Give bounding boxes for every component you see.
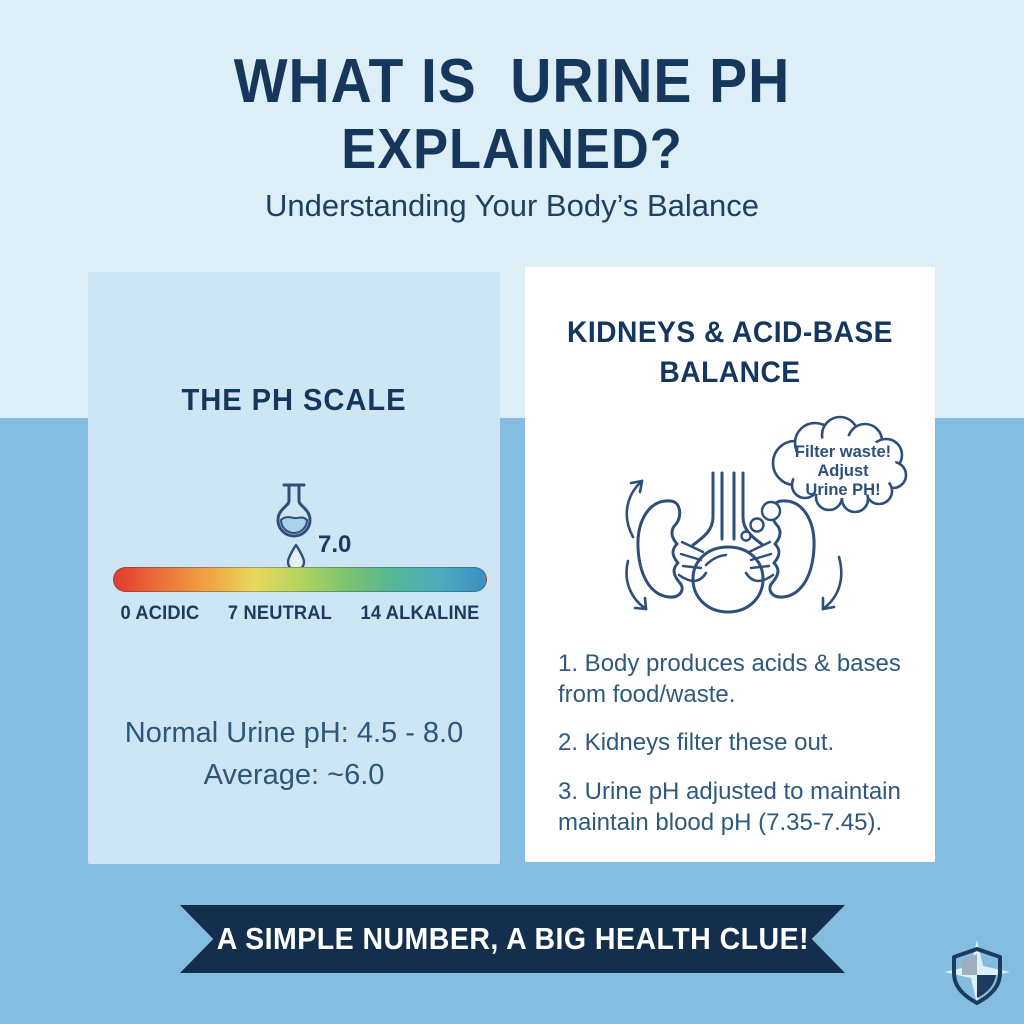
thought-bubble-text: Filter waste! Adjust Urine PH! xyxy=(795,443,891,499)
page-subtitle: Understanding Your Body’s Balance xyxy=(264,188,760,223)
ph-label-alkaline: 14 ALKALINE xyxy=(360,603,480,624)
banner-text: A SIMPLE NUMBER, A BIG HEALTH CLUE! xyxy=(216,921,809,956)
bottom-ribbon-banner: A SIMPLE NUMBER, A BIG HEALTH CLUE! xyxy=(180,905,845,973)
kidneys-card-title-line1: KIDNEYS & ACID-BASE xyxy=(567,316,893,349)
page-title-line2: EXPLAINED? xyxy=(341,117,683,181)
ph-scale-labels: 0 ACIDIC 7 NEUTRAL 14 ALKALINE xyxy=(120,603,479,625)
kidneys-card-title: KIDNEYS & ACID-BASE BALANCE xyxy=(537,313,922,392)
thought-bubble-line2: Adjust xyxy=(817,462,869,480)
kidneys-card: KIDNEYS & ACID-BASE BALANCE xyxy=(525,267,935,862)
list-item-1: 1. Body produces acids & bases from food… xyxy=(558,650,901,709)
ph-label-acidic: 0 ACIDIC xyxy=(120,603,200,624)
thought-bubble-line1: Filter waste! xyxy=(795,443,891,461)
kidney-facts-list: 1. Body produces acids & bases from food… xyxy=(558,648,930,855)
ph-average: Average: ~6.0 xyxy=(203,759,385,792)
ph-marker-value: 7.0 xyxy=(318,531,352,558)
ph-label-neutral: 7 NEUTRAL xyxy=(227,603,332,624)
kidneys-card-title-line2: BALANCE xyxy=(659,355,801,389)
ph-scale-card-title: THE PH SCALE xyxy=(181,382,407,417)
ph-normal-range: Normal Urine pH: 4.5 - 8.0 xyxy=(124,717,464,749)
shield-star-logo xyxy=(944,940,1010,1005)
list-item-2: 2. Kidneys filter these out. xyxy=(558,729,835,757)
page-title-line1: WHAT IS URINE PH xyxy=(233,47,791,116)
list-item-3: 3. Urine pH adjusted to maintain maintai… xyxy=(558,777,901,836)
ph-gradient-bar xyxy=(113,567,487,592)
round-bottom-flask-icon xyxy=(276,483,312,538)
kidneys-and-bladder-illustration: Filter waste! Adjust Urine PH! xyxy=(625,415,908,614)
thought-bubble-line3: Urine PH! xyxy=(805,481,880,499)
ph-normal-values: Normal Urine pH: 4.5 - 8.0 Average: ~6.0 xyxy=(88,712,500,796)
